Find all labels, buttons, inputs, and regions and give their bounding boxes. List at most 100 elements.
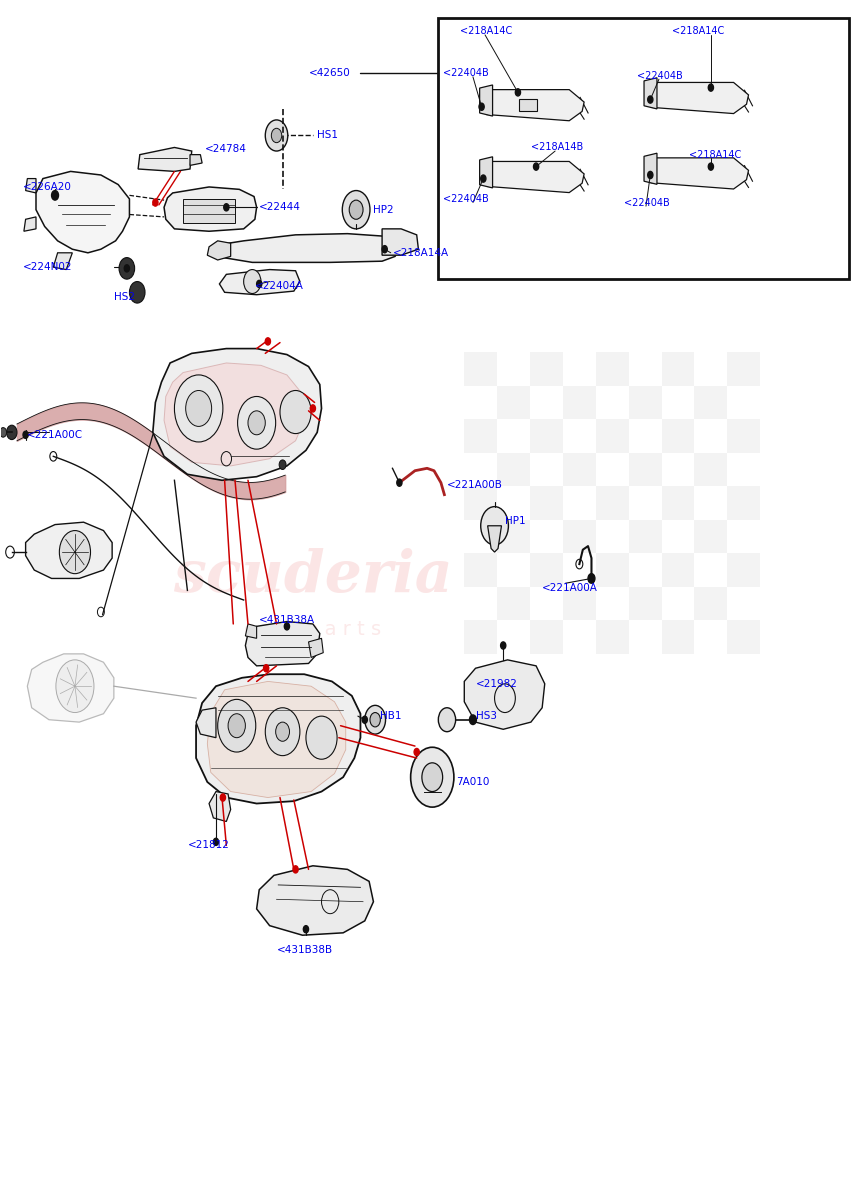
Bar bbox=[661, 419, 694, 452]
Bar bbox=[530, 352, 563, 385]
Polygon shape bbox=[211, 234, 399, 263]
Circle shape bbox=[382, 246, 387, 253]
Circle shape bbox=[306, 716, 337, 760]
Bar bbox=[563, 385, 595, 419]
Bar bbox=[438, 18, 849, 280]
Polygon shape bbox=[24, 217, 36, 232]
Polygon shape bbox=[644, 154, 657, 185]
Circle shape bbox=[438, 708, 456, 732]
Polygon shape bbox=[207, 682, 345, 798]
Polygon shape bbox=[483, 162, 584, 192]
Polygon shape bbox=[246, 624, 257, 638]
Polygon shape bbox=[26, 522, 112, 578]
Circle shape bbox=[414, 749, 419, 756]
Text: <226A20: <226A20 bbox=[23, 182, 72, 192]
Bar bbox=[661, 352, 694, 385]
Bar bbox=[595, 419, 628, 452]
Polygon shape bbox=[26, 179, 36, 193]
Bar bbox=[497, 587, 530, 620]
Polygon shape bbox=[196, 674, 360, 804]
Circle shape bbox=[708, 84, 713, 91]
Bar bbox=[464, 553, 497, 587]
Circle shape bbox=[303, 925, 308, 932]
Text: scuderia: scuderia bbox=[173, 548, 453, 605]
Text: <42650: <42650 bbox=[308, 68, 351, 78]
Bar bbox=[595, 486, 628, 520]
Circle shape bbox=[257, 281, 262, 288]
Circle shape bbox=[276, 722, 290, 742]
Circle shape bbox=[648, 172, 653, 179]
Polygon shape bbox=[257, 865, 373, 935]
Text: <22404B: <22404B bbox=[443, 68, 489, 78]
Bar bbox=[595, 620, 628, 654]
Text: <218A14C: <218A14C bbox=[460, 26, 512, 36]
Bar bbox=[628, 587, 661, 620]
Circle shape bbox=[479, 103, 484, 110]
Circle shape bbox=[310, 404, 315, 412]
Circle shape bbox=[51, 191, 58, 200]
Text: <224N02: <224N02 bbox=[23, 262, 73, 272]
Bar bbox=[530, 553, 563, 587]
Circle shape bbox=[293, 865, 299, 872]
Circle shape bbox=[218, 700, 256, 752]
Polygon shape bbox=[153, 348, 321, 480]
Polygon shape bbox=[246, 622, 319, 666]
Polygon shape bbox=[647, 158, 748, 188]
Bar bbox=[661, 553, 694, 587]
Text: <22404B: <22404B bbox=[637, 71, 683, 80]
Circle shape bbox=[264, 665, 269, 672]
Bar bbox=[464, 352, 497, 385]
Bar bbox=[727, 419, 760, 452]
Circle shape bbox=[422, 763, 443, 792]
Bar bbox=[628, 520, 661, 553]
Circle shape bbox=[214, 839, 219, 846]
Bar bbox=[464, 486, 497, 520]
Bar bbox=[727, 553, 760, 587]
Circle shape bbox=[266, 120, 288, 151]
Bar bbox=[661, 486, 694, 520]
Polygon shape bbox=[190, 155, 202, 166]
Text: HP2: HP2 bbox=[373, 205, 394, 215]
Bar bbox=[183, 199, 235, 223]
Bar bbox=[464, 419, 497, 452]
Text: <431B38A: <431B38A bbox=[260, 616, 315, 625]
Text: <221A00C: <221A00C bbox=[28, 430, 83, 439]
Bar bbox=[563, 452, 595, 486]
Bar bbox=[519, 98, 537, 112]
Bar bbox=[727, 486, 760, 520]
Circle shape bbox=[501, 642, 506, 649]
Bar bbox=[497, 385, 530, 419]
Circle shape bbox=[174, 374, 223, 442]
Polygon shape bbox=[220, 270, 299, 295]
Bar bbox=[563, 520, 595, 553]
Text: <22444: <22444 bbox=[260, 203, 301, 212]
Bar bbox=[595, 553, 628, 587]
Circle shape bbox=[588, 574, 595, 583]
Polygon shape bbox=[196, 708, 216, 738]
Circle shape bbox=[370, 713, 380, 727]
Text: <22404B: <22404B bbox=[443, 194, 489, 204]
Circle shape bbox=[153, 199, 158, 206]
Circle shape bbox=[266, 338, 271, 344]
Text: <24784: <24784 bbox=[205, 144, 247, 154]
Circle shape bbox=[129, 282, 145, 304]
Polygon shape bbox=[36, 172, 129, 253]
Bar bbox=[497, 452, 530, 486]
Circle shape bbox=[285, 623, 290, 630]
Circle shape bbox=[186, 390, 212, 426]
Bar bbox=[727, 620, 760, 654]
Text: HP1: HP1 bbox=[505, 516, 525, 526]
Bar bbox=[595, 352, 628, 385]
Circle shape bbox=[342, 191, 370, 229]
Circle shape bbox=[238, 396, 276, 449]
Text: <221A00A: <221A00A bbox=[542, 583, 598, 593]
Polygon shape bbox=[382, 229, 418, 256]
Circle shape bbox=[248, 410, 266, 434]
Bar bbox=[727, 352, 760, 385]
Circle shape bbox=[708, 163, 713, 170]
Circle shape bbox=[481, 175, 486, 182]
Polygon shape bbox=[28, 654, 114, 722]
Bar bbox=[628, 452, 661, 486]
Circle shape bbox=[349, 200, 363, 220]
Polygon shape bbox=[209, 792, 231, 822]
